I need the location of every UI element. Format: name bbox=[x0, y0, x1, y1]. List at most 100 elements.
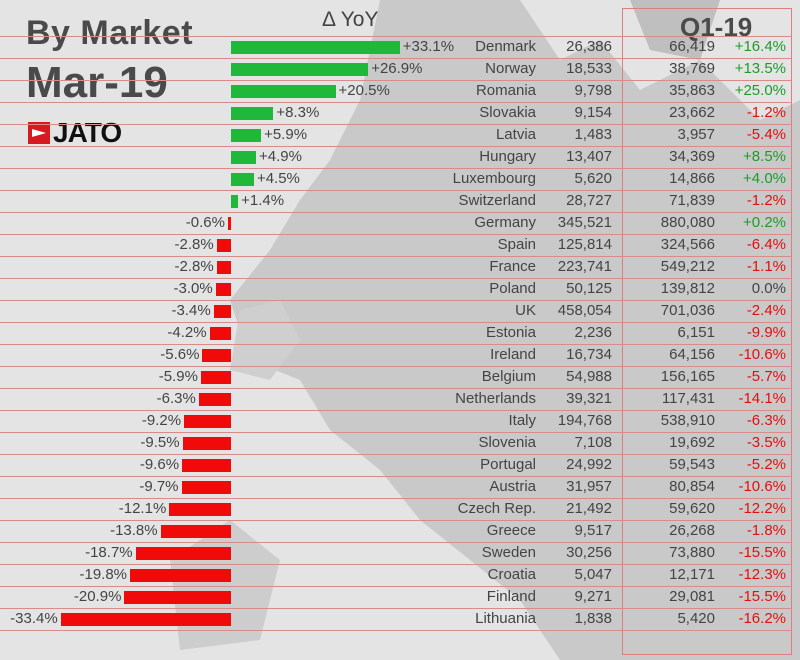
country-name: Sweden bbox=[481, 544, 536, 561]
row-divider bbox=[0, 586, 792, 587]
q1-registrations: 117,431 bbox=[661, 390, 715, 407]
country-name: Croatia bbox=[487, 566, 536, 583]
jato-logo-text: JATO bbox=[53, 117, 122, 148]
yoy-data-label: +8.3% bbox=[276, 104, 320, 121]
country-name: Austria bbox=[489, 478, 536, 495]
row-divider bbox=[0, 630, 792, 631]
q1-registrations: 14,866 bbox=[669, 170, 715, 187]
q1-change: -16.2% bbox=[738, 610, 786, 627]
row-divider bbox=[0, 432, 792, 433]
q1-change: -6.3% bbox=[746, 412, 786, 429]
q1-change: -10.6% bbox=[738, 346, 786, 363]
q1-change: -1.1% bbox=[746, 258, 786, 275]
q1-registrations: 71,839 bbox=[669, 192, 715, 209]
mar19-registrations: 9,798 bbox=[574, 82, 612, 99]
yoy-data-label: +4.5% bbox=[256, 170, 300, 187]
q1-change: -5.7% bbox=[746, 368, 786, 385]
q1-column-title: Q1-19 bbox=[680, 12, 753, 42]
chart-title: By Market bbox=[26, 14, 194, 52]
country-name: Germany bbox=[474, 214, 536, 231]
q1-registrations: 34,369 bbox=[669, 148, 715, 165]
yoy-data-label: -9.7% bbox=[139, 478, 179, 495]
q1-change: -6.4% bbox=[746, 236, 786, 253]
mar19-registrations: 5,620 bbox=[574, 170, 612, 187]
q1-change: +8.5% bbox=[743, 148, 786, 165]
row-divider bbox=[0, 608, 792, 609]
row-divider bbox=[0, 212, 792, 213]
jato-logo-icon bbox=[28, 122, 50, 144]
country-name: UK bbox=[515, 302, 536, 319]
yoy-data-label: -5.9% bbox=[158, 368, 198, 385]
row-divider bbox=[0, 278, 792, 279]
mar19-registrations: 24,992 bbox=[566, 456, 612, 473]
row-divider bbox=[0, 454, 792, 455]
q1-change: +13.5% bbox=[734, 60, 786, 77]
row-divider bbox=[0, 36, 792, 37]
row-divider bbox=[0, 102, 792, 103]
positive-bar bbox=[231, 129, 262, 142]
mar19-registrations: 30,256 bbox=[566, 544, 612, 561]
country-name: Norway bbox=[485, 60, 536, 77]
mar19-registrations: 9,517 bbox=[574, 522, 612, 539]
mar19-registrations: 194,768 bbox=[557, 412, 612, 429]
negative-bar bbox=[182, 437, 231, 450]
row-divider bbox=[0, 476, 792, 477]
yoy-data-label: -2.8% bbox=[174, 258, 214, 275]
yoy-data-label: -12.1% bbox=[118, 500, 167, 517]
yoy-data-label: +33.1% bbox=[402, 38, 455, 55]
q1-change: -1.2% bbox=[746, 192, 786, 209]
country-name: Portugal bbox=[480, 456, 536, 473]
q1-change: -5.2% bbox=[746, 456, 786, 473]
country-name: Romania bbox=[475, 82, 536, 99]
mar19-registrations: 2,236 bbox=[574, 324, 612, 341]
q1-registrations: 64,156 bbox=[669, 346, 715, 363]
q1-registrations: 19,692 bbox=[669, 434, 715, 451]
q1-change: -1.8% bbox=[746, 522, 786, 539]
negative-bar bbox=[216, 239, 231, 252]
row-divider bbox=[0, 564, 792, 565]
country-name: Estonia bbox=[485, 324, 536, 341]
country-name: Czech Rep. bbox=[457, 500, 536, 517]
positive-bar bbox=[231, 151, 256, 164]
country-name: Slovenia bbox=[478, 434, 536, 451]
q1-change: -15.5% bbox=[738, 544, 786, 561]
jato-logo: JATO bbox=[28, 117, 122, 149]
negative-bar bbox=[169, 503, 231, 516]
mar19-registrations: 18,533 bbox=[566, 60, 612, 77]
mar19-registrations: 26,386 bbox=[566, 38, 612, 55]
country-name: France bbox=[489, 258, 536, 275]
q1-change: +25.0% bbox=[734, 82, 786, 99]
negative-bar bbox=[213, 305, 231, 318]
q1-registrations: 59,620 bbox=[669, 500, 715, 517]
row-divider bbox=[0, 366, 792, 367]
country-name: Greece bbox=[486, 522, 536, 539]
country-name: Lithuania bbox=[475, 610, 536, 627]
yoy-data-label: +4.9% bbox=[258, 148, 302, 165]
mar19-registrations: 223,741 bbox=[557, 258, 612, 275]
negative-bar bbox=[200, 371, 231, 384]
positive-bar bbox=[231, 63, 369, 76]
row-divider bbox=[0, 300, 792, 301]
row-divider bbox=[0, 146, 792, 147]
q1-change: 0.0% bbox=[751, 280, 786, 297]
row-divider bbox=[0, 58, 792, 59]
yoy-data-label: +26.9% bbox=[371, 60, 423, 77]
q1-registrations: 80,854 bbox=[669, 478, 715, 495]
negative-bar bbox=[202, 349, 231, 362]
yoy-data-label: -3.4% bbox=[171, 302, 211, 319]
mar19-registrations: 21,492 bbox=[566, 500, 612, 517]
mar19-registrations: 13,407 bbox=[566, 148, 612, 165]
negative-bar bbox=[130, 569, 231, 582]
q1-change: -14.1% bbox=[738, 390, 786, 407]
q1-registrations: 549,212 bbox=[660, 258, 715, 275]
q1-registrations: 59,543 bbox=[669, 456, 715, 473]
yoy-data-label: -4.2% bbox=[167, 324, 207, 341]
mar19-registrations: 9,154 bbox=[574, 104, 612, 121]
yoy-data-label: -3.0% bbox=[173, 280, 213, 297]
positive-bar bbox=[231, 41, 400, 54]
mar19-registrations: 458,054 bbox=[557, 302, 612, 319]
q1-registrations: 139,812 bbox=[660, 280, 715, 297]
mar19-registrations: 7,108 bbox=[574, 434, 612, 451]
row-divider bbox=[0, 80, 792, 81]
row-divider bbox=[0, 256, 792, 257]
